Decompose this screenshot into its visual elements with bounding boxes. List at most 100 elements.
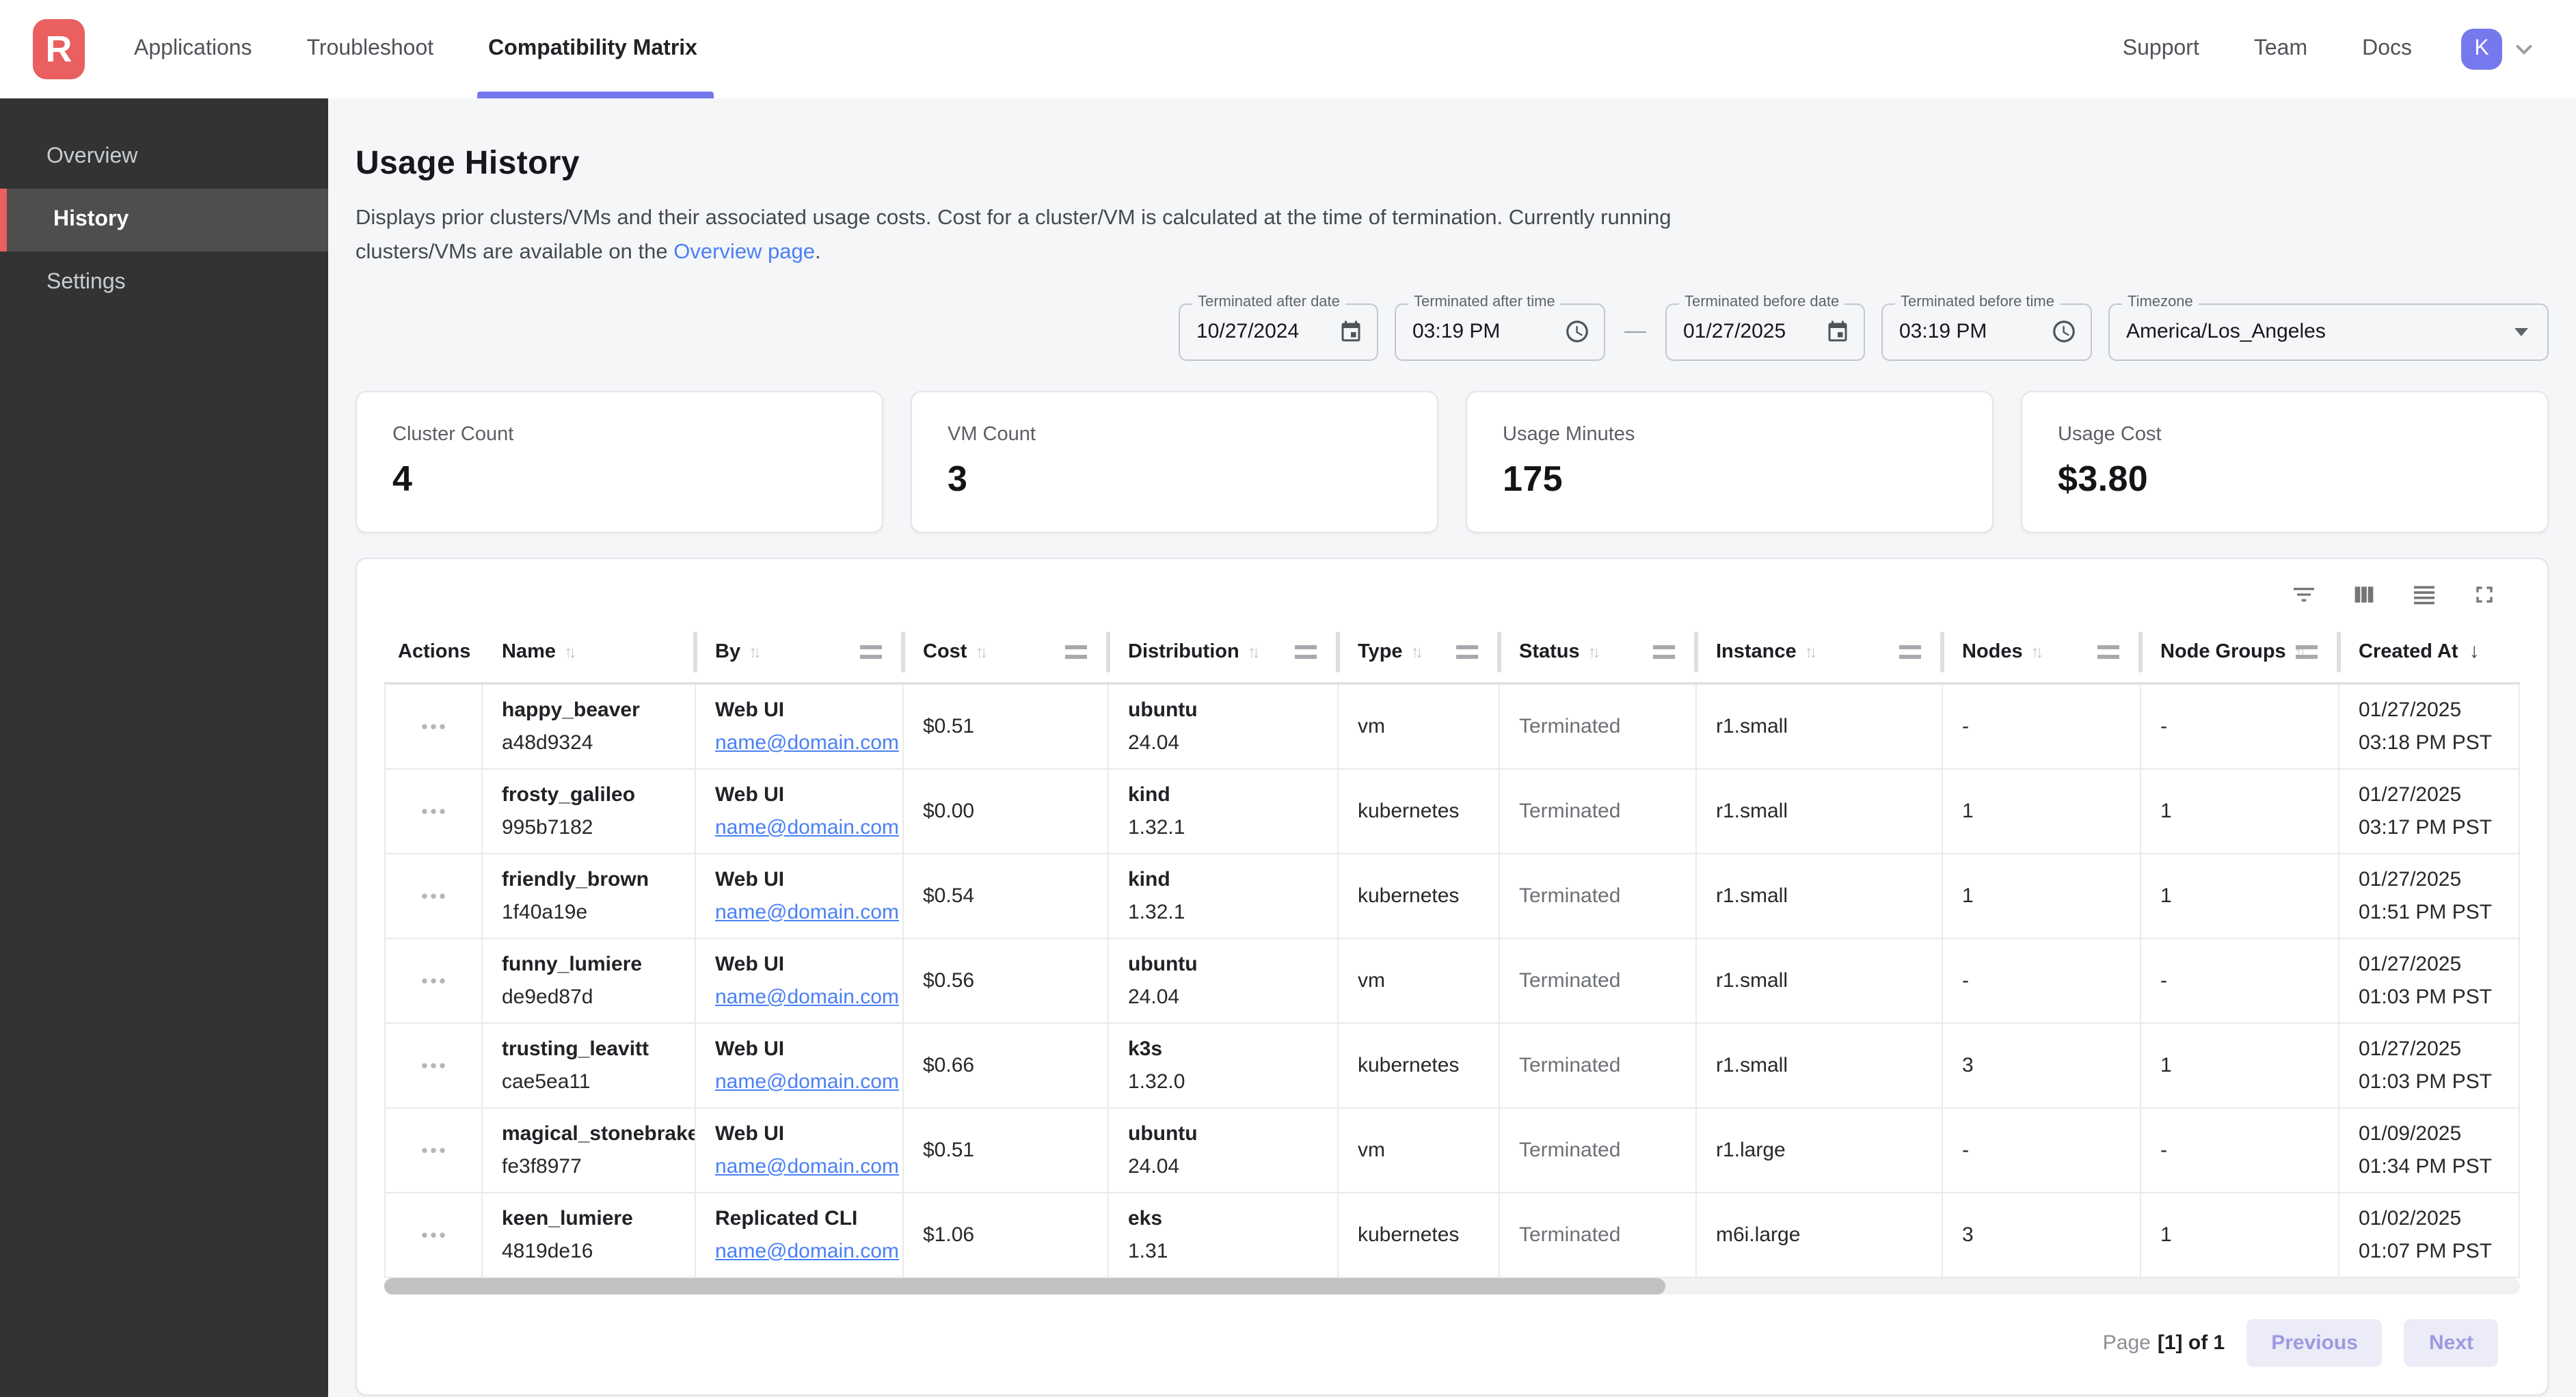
scrollbar-thumb[interactable] <box>384 1277 1666 1294</box>
column-separator[interactable] <box>1940 631 1944 673</box>
overview-page-link[interactable]: Overview page <box>673 240 816 264</box>
previous-button[interactable]: Previous <box>2246 1318 2383 1367</box>
column-header-label: Nodes <box>1962 640 2023 663</box>
clock-icon[interactable] <box>2051 318 2077 344</box>
column-header-name[interactable]: Name ↑↓ <box>483 621 696 681</box>
sort-icon[interactable]: ↑↓ <box>1247 642 1261 662</box>
column-header-node-groups[interactable]: Node Groups ↑↓ <box>2097 621 2339 681</box>
sort-icon[interactable]: ↑↓ <box>1410 642 1424 662</box>
row-actions-button[interactable]: ••• <box>416 710 453 742</box>
column-drag-handle-icon[interactable] <box>860 645 882 659</box>
name-cell: friendly_brown 1f40a19e <box>483 854 696 938</box>
nav-link-team[interactable]: Team <box>2227 0 2335 98</box>
filter-icon[interactable] <box>2290 580 2318 608</box>
column-drag-handle-icon[interactable] <box>1653 645 1675 659</box>
column-separator[interactable] <box>1497 631 1501 673</box>
terminated-after-time-field[interactable]: Terminated after time 03:19 PM <box>1395 293 1605 361</box>
column-header-nodes[interactable]: Nodes ↑↓ <box>1899 621 2141 681</box>
distribution-name: ubuntu <box>1128 698 1198 722</box>
column-drag-handle-icon[interactable] <box>1899 645 1921 659</box>
terminated-before-time-field[interactable]: Terminated before time 03:19 PM <box>1881 293 2092 361</box>
sidebar-item-settings[interactable]: Settings <box>0 252 328 314</box>
user-avatar[interactable]: K <box>2461 29 2502 70</box>
calendar-icon[interactable] <box>1339 319 1363 344</box>
horizontal-scrollbar[interactable] <box>384 1277 2520 1294</box>
column-drag-handle-icon[interactable] <box>2296 645 2318 659</box>
column-separator[interactable] <box>693 631 697 673</box>
sort-icon[interactable]: ↑↓ <box>1587 642 1601 662</box>
column-header-instance[interactable]: Instance ↑↓ <box>1653 621 1943 681</box>
column-drag-handle-icon[interactable] <box>1065 645 1087 659</box>
row-actions-button[interactable]: ••• <box>416 1134 453 1165</box>
density-icon[interactable] <box>2411 580 2438 608</box>
sort-icon[interactable]: ↑↓ <box>1804 642 1818 662</box>
nodes-cell: - <box>1943 1108 2141 1192</box>
field-value: America/Los_Angeles <box>2126 320 2326 344</box>
created-time: 01:03 PM PST <box>2359 985 2493 1009</box>
email-link[interactable]: name@domain.com <box>715 731 899 755</box>
status-value: Terminated <box>1519 714 1621 738</box>
timezone-select[interactable]: Timezone America/Los_Angeles <box>2108 293 2549 361</box>
sort-icon[interactable]: ↑↓ <box>564 642 577 662</box>
column-separator[interactable] <box>1106 631 1110 673</box>
table-row: ••• funny_lumiere de9ed87d Web UI name@d… <box>384 938 2520 1024</box>
status-cell: Terminated <box>1500 1023 1697 1107</box>
column-header-type[interactable]: Type ↑↓ <box>1295 621 1500 681</box>
column-header-created-at[interactable]: Created At ↓ <box>2296 621 2520 681</box>
row-actions-button[interactable]: ••• <box>416 795 453 826</box>
column-header-distribution[interactable]: Distribution ↑↓ <box>1065 621 1339 681</box>
ellipsis-icon: ••• <box>421 1139 448 1161</box>
column-drag-handle-icon[interactable] <box>1456 645 1478 659</box>
email-link[interactable]: name@domain.com <box>715 1154 899 1178</box>
stat-label: VM Count <box>948 423 1036 446</box>
column-separator[interactable] <box>901 631 905 673</box>
type-cell: kubernetes <box>1339 769 1500 853</box>
calendar-icon[interactable] <box>1825 319 1850 344</box>
sort-icon[interactable]: ↑↓ <box>2030 642 2044 662</box>
dropdown-caret-icon[interactable] <box>2514 327 2528 336</box>
column-separator[interactable] <box>1336 631 1340 673</box>
sort-icon[interactable]: ↑↓ <box>749 642 762 662</box>
column-header-by[interactable]: By ↑↓ <box>693 621 904 681</box>
created-date: 01/27/2025 <box>2359 1037 2462 1061</box>
distribution-cell: eks 1.31 <box>1109 1193 1339 1277</box>
terminated-after-date-field[interactable]: Terminated after date 10/27/2024 <box>1179 293 1378 361</box>
email-link[interactable]: name@domain.com <box>715 815 899 839</box>
column-separator[interactable] <box>2337 631 2341 673</box>
nav-tab-troubleshoot[interactable]: Troubleshoot <box>280 0 461 98</box>
name-cell: trusting_leavitt cae5ea11 <box>483 1023 696 1107</box>
row-actions-button[interactable]: ••• <box>416 1049 453 1081</box>
nav-link-support[interactable]: Support <box>2095 0 2227 98</box>
email-link[interactable]: name@domain.com <box>715 985 899 1009</box>
replicated-logo[interactable]: R <box>33 19 85 79</box>
stats-row: Cluster Count 4 VM Count 3 Usage Minutes 175 U… <box>355 390 2549 533</box>
row-actions-button[interactable]: ••• <box>416 1219 453 1250</box>
fullscreen-icon[interactable] <box>2471 580 2498 608</box>
email-link[interactable]: name@domain.com <box>715 900 899 924</box>
next-button[interactable]: Next <box>2404 1318 2498 1367</box>
chevron-down-icon[interactable] <box>2508 33 2540 66</box>
column-header-status[interactable]: Status ↑↓ <box>1456 621 1697 681</box>
sidebar-item-overview[interactable]: Overview <box>0 126 328 189</box>
column-drag-handle-icon[interactable] <box>2097 645 2119 659</box>
sidebar-item-history[interactable]: History <box>0 189 328 252</box>
nav-tab-compatibility-matrix[interactable]: Compatibility Matrix <box>461 0 725 98</box>
email-link[interactable]: name@domain.com <box>715 1070 899 1094</box>
clock-icon[interactable] <box>1564 318 1590 344</box>
instance-cell: r1.small <box>1697 854 1943 938</box>
nav-tab-applications[interactable]: Applications <box>107 0 280 98</box>
row-actions-button[interactable]: ••• <box>416 880 453 911</box>
column-header-cost[interactable]: Cost ↑↓ <box>860 621 1109 681</box>
sort-desc-icon[interactable]: ↓ <box>2469 640 2480 664</box>
ellipsis-icon: ••• <box>421 800 448 822</box>
email-link[interactable]: name@domain.com <box>715 1239 899 1263</box>
column-separator[interactable] <box>1694 631 1698 673</box>
columns-icon[interactable] <box>2350 580 2378 608</box>
table-row: ••• frosty_galileo 995b7182 Web UI name@… <box>384 769 2520 854</box>
sort-icon[interactable]: ↑↓ <box>975 642 988 662</box>
nav-link-docs[interactable]: Docs <box>2335 0 2439 98</box>
row-actions-button[interactable]: ••• <box>416 964 453 996</box>
column-separator[interactable] <box>2138 631 2143 673</box>
column-drag-handle-icon[interactable] <box>1295 645 1317 659</box>
terminated-before-date-field[interactable]: Terminated before date 01/27/2025 <box>1665 293 1865 361</box>
